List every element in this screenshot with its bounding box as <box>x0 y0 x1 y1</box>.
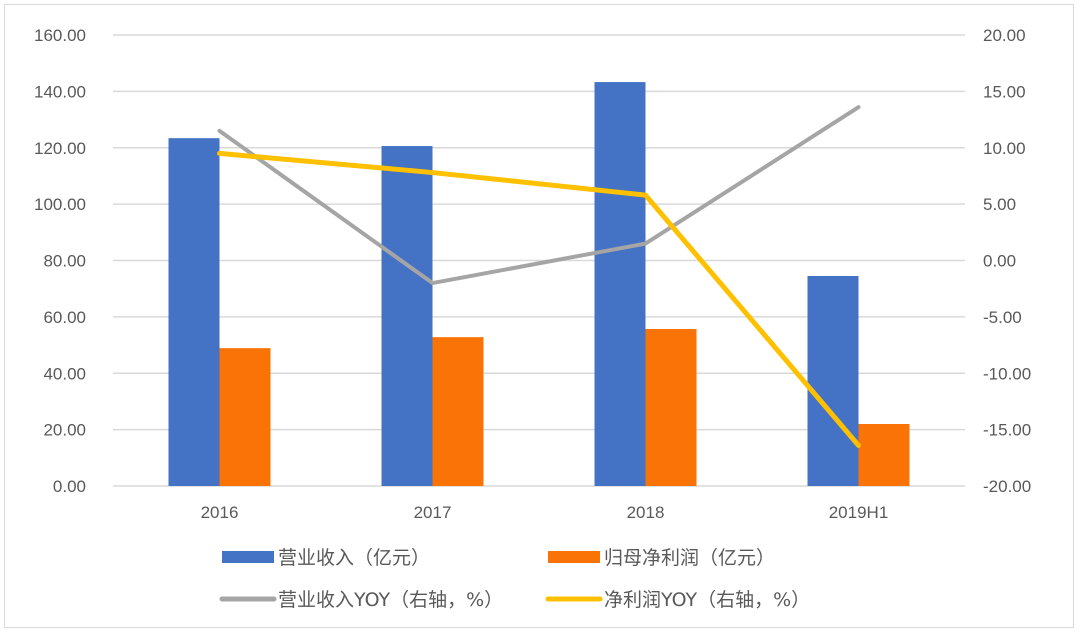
left-axis-tick-label: 100.00 <box>34 195 86 214</box>
left-axis-tick-label: 40.00 <box>43 364 86 383</box>
left-axis-tick-label: 160.00 <box>34 26 86 45</box>
x-axis-tick-label: 2018 <box>627 503 665 522</box>
left-axis-tick-label: 60.00 <box>43 308 86 327</box>
right-axis-tick-label: 10.00 <box>983 139 1026 158</box>
right-axis-tick-label: 0.00 <box>983 252 1016 271</box>
right-axis-tick-label: -5.00 <box>983 308 1022 327</box>
bar-net-profit <box>858 423 910 486</box>
bar-net-profit <box>645 328 697 486</box>
x-axis-tick-label: 2019H1 <box>829 503 889 522</box>
left-axis-tick-label: 140.00 <box>34 82 86 101</box>
legend-label: 营业收入YOY（右轴，%） <box>278 589 503 611</box>
legend-label: 净利润YOY（右轴，%） <box>604 589 810 611</box>
x-axis-tick-label: 2016 <box>201 503 239 522</box>
legend: 营业收入（亿元） 归母净利润（亿元） 营业收入YOY（右轴，%） 净利润YOY（右轴，… <box>219 547 810 611</box>
left-axis-tick-label: 0.00 <box>53 477 86 496</box>
bar-net-profit <box>432 337 484 486</box>
right-axis-tick-label: 20.00 <box>983 26 1026 45</box>
legend-swatch <box>222 551 274 563</box>
x-axis-tick-label: 2017 <box>414 503 452 522</box>
revenue-yoy-line <box>217 105 861 286</box>
net-profit-yoy-line <box>217 150 861 448</box>
bar-revenue <box>381 146 433 486</box>
bar-revenue <box>168 138 220 486</box>
right-axis-tick-label: -10.00 <box>983 364 1031 383</box>
left-axis-tick-label: 120.00 <box>34 139 86 158</box>
left-axis-tick-label: 80.00 <box>43 252 86 271</box>
bar-revenue <box>807 276 859 486</box>
right-axis-tick-label: -20.00 <box>983 477 1031 496</box>
legend-label: 营业收入（亿元） <box>278 547 430 569</box>
left-axis-tick-label: 20.00 <box>43 421 86 440</box>
bar-revenue <box>594 82 646 487</box>
right-axis-tick-label: 15.00 <box>983 82 1026 101</box>
right-axis-tick-label: 5.00 <box>983 195 1016 214</box>
right-axis-tick-label: -15.00 <box>983 421 1031 440</box>
legend-label: 归母净利润（亿元） <box>604 547 775 569</box>
legend-swatch <box>548 551 600 563</box>
chart-frame <box>4 4 1074 628</box>
bar-net-profit <box>219 348 271 486</box>
